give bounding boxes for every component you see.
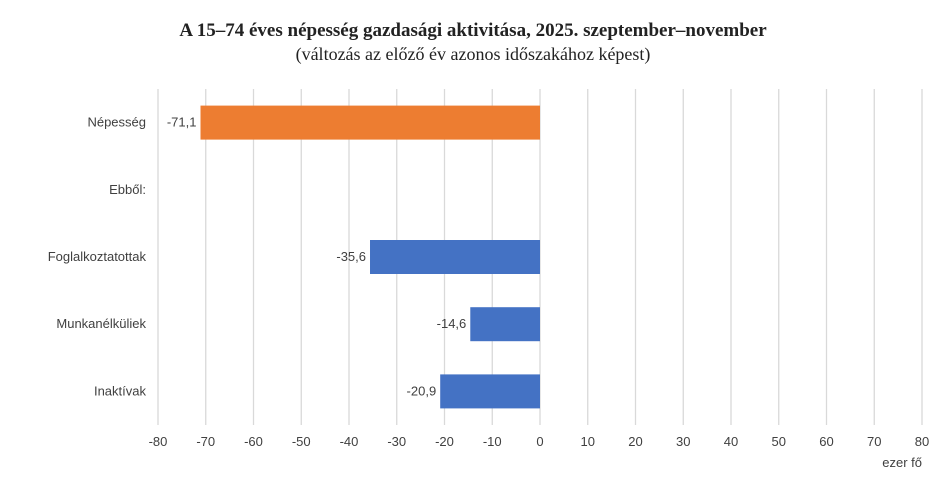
x-tick-label: -10 <box>483 434 502 449</box>
x-tick-label: 60 <box>819 434 833 449</box>
x-tick-label: -40 <box>340 434 359 449</box>
x-tick-label: 30 <box>676 434 690 449</box>
x-tick-label: 40 <box>724 434 738 449</box>
data-label: -35,6 <box>336 249 366 264</box>
bar <box>200 105 540 140</box>
x-tick-label: 0 <box>536 434 543 449</box>
x-tick-label: -20 <box>435 434 454 449</box>
category-label: Ebből: <box>109 182 146 197</box>
x-tick-label: 70 <box>867 434 881 449</box>
chart-title: A 15–74 éves népesség gazdasági aktivitá… <box>179 20 767 41</box>
category-label: Népesség <box>87 115 146 130</box>
x-tick-label: -80 <box>149 434 168 449</box>
bar <box>470 307 540 342</box>
data-label: -71,1 <box>167 115 197 130</box>
x-tick-label: -70 <box>196 434 215 449</box>
bar <box>370 240 540 274</box>
x-tick-label: -60 <box>244 434 263 449</box>
category-label: Munkanélküliek <box>56 316 146 331</box>
data-label: -20,9 <box>407 383 437 398</box>
category-label: Inaktívak <box>94 383 147 398</box>
category-label: Foglalkoztatottak <box>48 249 147 264</box>
data-label: -14,6 <box>437 316 467 331</box>
x-tick-label: -30 <box>387 434 406 449</box>
x-tick-label: 80 <box>915 434 929 449</box>
x-axis-label: ezer fő <box>882 455 922 470</box>
bar <box>440 374 540 409</box>
x-tick-label: -50 <box>292 434 311 449</box>
chart-subtitle: (változás az előző év azonos időszakához… <box>295 44 651 64</box>
x-tick-label: 50 <box>772 434 786 449</box>
x-tick-label: 20 <box>628 434 642 449</box>
x-tick-label: 10 <box>581 434 595 449</box>
